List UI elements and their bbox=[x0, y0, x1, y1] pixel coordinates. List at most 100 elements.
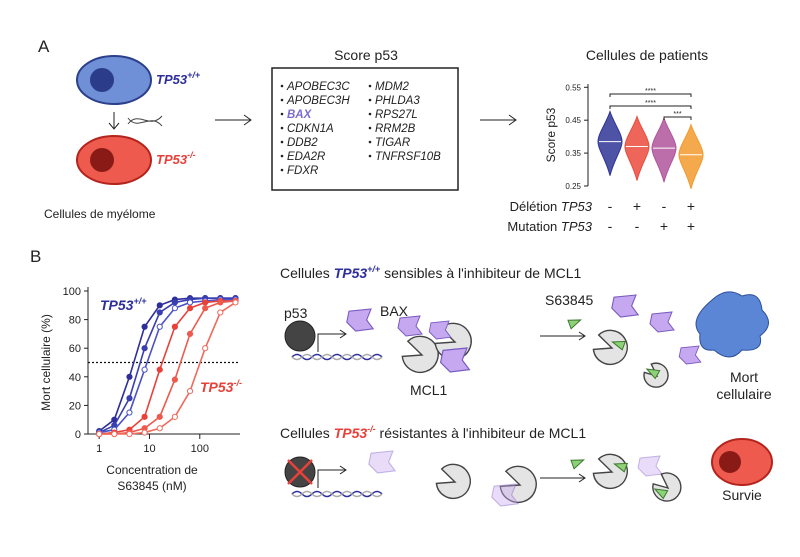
label: Mort bbox=[730, 369, 758, 385]
survival-cell bbox=[711, 438, 773, 486]
dose-point bbox=[202, 305, 209, 312]
gene-box bbox=[271, 67, 459, 191]
label: cellulaire bbox=[716, 386, 771, 402]
bax-protein bbox=[439, 347, 471, 373]
label: S63845 bbox=[545, 292, 593, 308]
title-text: résistantes à l'inhibiteur de MCL1 bbox=[376, 425, 587, 441]
sign: - bbox=[635, 218, 640, 234]
sign: + bbox=[633, 198, 641, 214]
curve-label: TP53+/+ bbox=[100, 296, 147, 313]
bax-protein bbox=[637, 455, 663, 477]
bax-protein bbox=[346, 308, 375, 332]
arrow bbox=[480, 114, 517, 126]
row-label-gene: TP53 bbox=[561, 199, 593, 214]
dose-point bbox=[202, 299, 209, 306]
bax-protein bbox=[368, 450, 397, 474]
y-tick-label: 0.45 bbox=[565, 116, 581, 125]
mcl1-protein bbox=[435, 463, 471, 500]
dose-point bbox=[156, 366, 163, 373]
title-text: Cellules bbox=[280, 265, 334, 281]
sign: - bbox=[608, 198, 613, 214]
significance: *** bbox=[673, 111, 681, 118]
dose-point bbox=[171, 323, 178, 330]
gene-name: DDB2 bbox=[287, 137, 318, 149]
gene-arrow bbox=[317, 329, 347, 352]
dna bbox=[291, 490, 383, 498]
dose-point bbox=[186, 330, 194, 337]
row-label: Mutation TP53 bbox=[507, 219, 592, 234]
dose-point bbox=[141, 413, 148, 420]
caption: Cellules de myélome bbox=[44, 207, 156, 221]
genotype: -/- bbox=[233, 378, 242, 388]
dose-point bbox=[156, 323, 163, 330]
gene-name: CDKN1A bbox=[287, 123, 334, 135]
row-label-text: Mutation bbox=[507, 219, 557, 234]
dna bbox=[291, 353, 383, 361]
bullet bbox=[280, 112, 284, 116]
sign: + bbox=[687, 198, 695, 214]
bullet bbox=[368, 126, 372, 130]
bullet bbox=[280, 168, 284, 172]
nucleus-icon bbox=[90, 148, 114, 172]
title-text: sensibles à l'inhibiteur de MCL1 bbox=[380, 265, 581, 281]
dna bbox=[291, 490, 383, 498]
drug bbox=[611, 340, 627, 351]
dose-curve bbox=[99, 300, 236, 435]
gene-name: RRM2B bbox=[375, 123, 416, 135]
x-axis-label: S63845 (nM) bbox=[117, 479, 186, 493]
row-label-text: Délétion bbox=[510, 199, 558, 214]
label: MCL1 bbox=[410, 382, 448, 398]
gene-name: APOBEC3C bbox=[286, 81, 350, 93]
dose-point bbox=[126, 373, 133, 380]
bullet bbox=[280, 126, 284, 130]
dose-curve bbox=[99, 300, 236, 435]
y-tick-label: 40 bbox=[69, 372, 81, 384]
bax-protein bbox=[649, 311, 675, 333]
violin bbox=[597, 110, 623, 176]
bullet bbox=[280, 140, 284, 144]
genotype: +/+ bbox=[187, 70, 201, 80]
bullet bbox=[368, 98, 372, 102]
gene: TP53 bbox=[156, 72, 188, 87]
dose-curve bbox=[98, 297, 236, 434]
x-axis-label: Concentration de bbox=[106, 463, 198, 477]
y-tick-label: 0.25 bbox=[565, 182, 581, 191]
dose-point bbox=[141, 323, 148, 330]
bullet bbox=[368, 140, 372, 144]
mcl1-protein bbox=[592, 329, 628, 366]
mcl1-protein bbox=[592, 453, 628, 490]
mcl1-protein bbox=[401, 335, 439, 373]
cell-genotype: TP53-/- bbox=[156, 150, 196, 167]
gene: TP53 bbox=[156, 152, 188, 167]
curve-label: TP53-/- bbox=[200, 378, 242, 395]
gene-name: PHLDA3 bbox=[375, 95, 420, 107]
dose-curve bbox=[99, 298, 236, 434]
mcl1-protein bbox=[643, 362, 669, 388]
arrow bbox=[215, 114, 252, 126]
cell-genotype: TP53+/+ bbox=[156, 70, 201, 87]
bullet bbox=[368, 112, 372, 116]
significance: **** bbox=[645, 88, 656, 95]
y-tick-label: 20 bbox=[69, 400, 81, 412]
dose-point bbox=[217, 309, 224, 316]
row-label: Délétion TP53 bbox=[510, 199, 593, 214]
drug bbox=[570, 459, 585, 470]
dose-point bbox=[171, 376, 178, 383]
violin bbox=[678, 123, 704, 189]
label: Survie bbox=[722, 487, 762, 503]
dose-point bbox=[171, 413, 178, 420]
plot-title: Cellules de patients bbox=[586, 47, 708, 63]
gene-name: MDM2 bbox=[375, 81, 409, 93]
bullet bbox=[280, 98, 284, 102]
box-title: Score p53 bbox=[334, 47, 398, 63]
sign: + bbox=[687, 218, 695, 234]
dose-point bbox=[171, 305, 178, 312]
sign: + bbox=[660, 218, 668, 234]
scheme-title: Cellules TP53-/- résistantes à l'inhibit… bbox=[280, 424, 586, 441]
arrow bbox=[540, 473, 586, 483]
dose-point bbox=[141, 429, 148, 436]
gene: TP53 bbox=[100, 297, 134, 313]
bax-protein bbox=[397, 315, 423, 337]
arrow bbox=[108, 112, 120, 130]
label: BAX bbox=[380, 303, 409, 319]
